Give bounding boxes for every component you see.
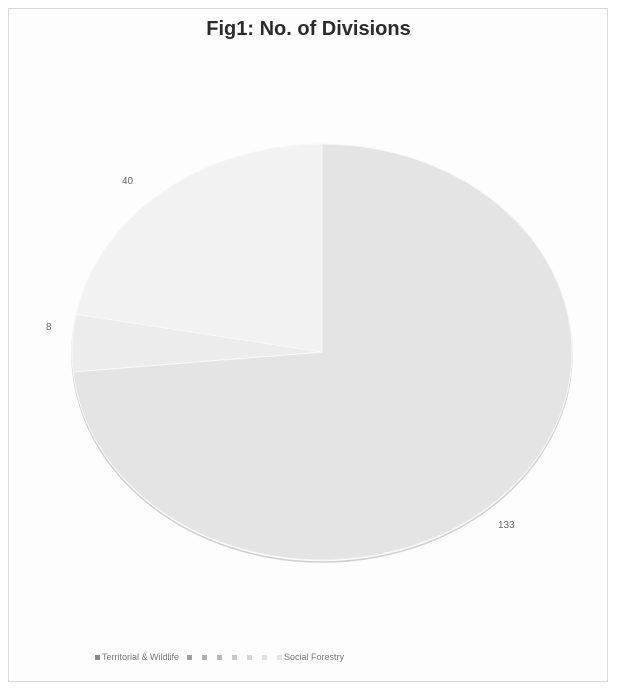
data-label: 40 <box>122 176 134 187</box>
legend-marker <box>202 654 208 660</box>
legend-marker <box>232 654 238 660</box>
legend-entry-6 <box>262 654 269 660</box>
legend-entry-territorial: Territorial & Wildlife <box>95 652 179 662</box>
data-label: 133 <box>498 520 515 531</box>
legend-marker <box>187 654 193 660</box>
legend-marker <box>262 654 268 660</box>
chart-legend: Territorial & Wildlife Social Forestry <box>95 652 344 662</box>
legend-entry-social-forestry: Social Forestry <box>277 652 344 662</box>
legend-entry-4 <box>232 654 239 660</box>
pie-slice <box>72 143 573 561</box>
legend-entry-1 <box>187 654 194 660</box>
chart-title: Fig1: No. of Divisions <box>206 18 411 40</box>
legend-marker <box>277 654 283 660</box>
legend-marker <box>247 654 253 660</box>
legend-label: Territorial & Wildlife <box>102 652 180 662</box>
legend-entry-2 <box>202 654 209 660</box>
legend-marker <box>95 654 100 660</box>
legend-label: Social Forestry <box>284 652 345 662</box>
legend-entry-5 <box>247 654 254 660</box>
legend-marker <box>217 654 223 660</box>
pie-slice <box>75 143 323 353</box>
data-label: 8 <box>46 322 52 333</box>
legend-entry-3 <box>217 654 224 660</box>
